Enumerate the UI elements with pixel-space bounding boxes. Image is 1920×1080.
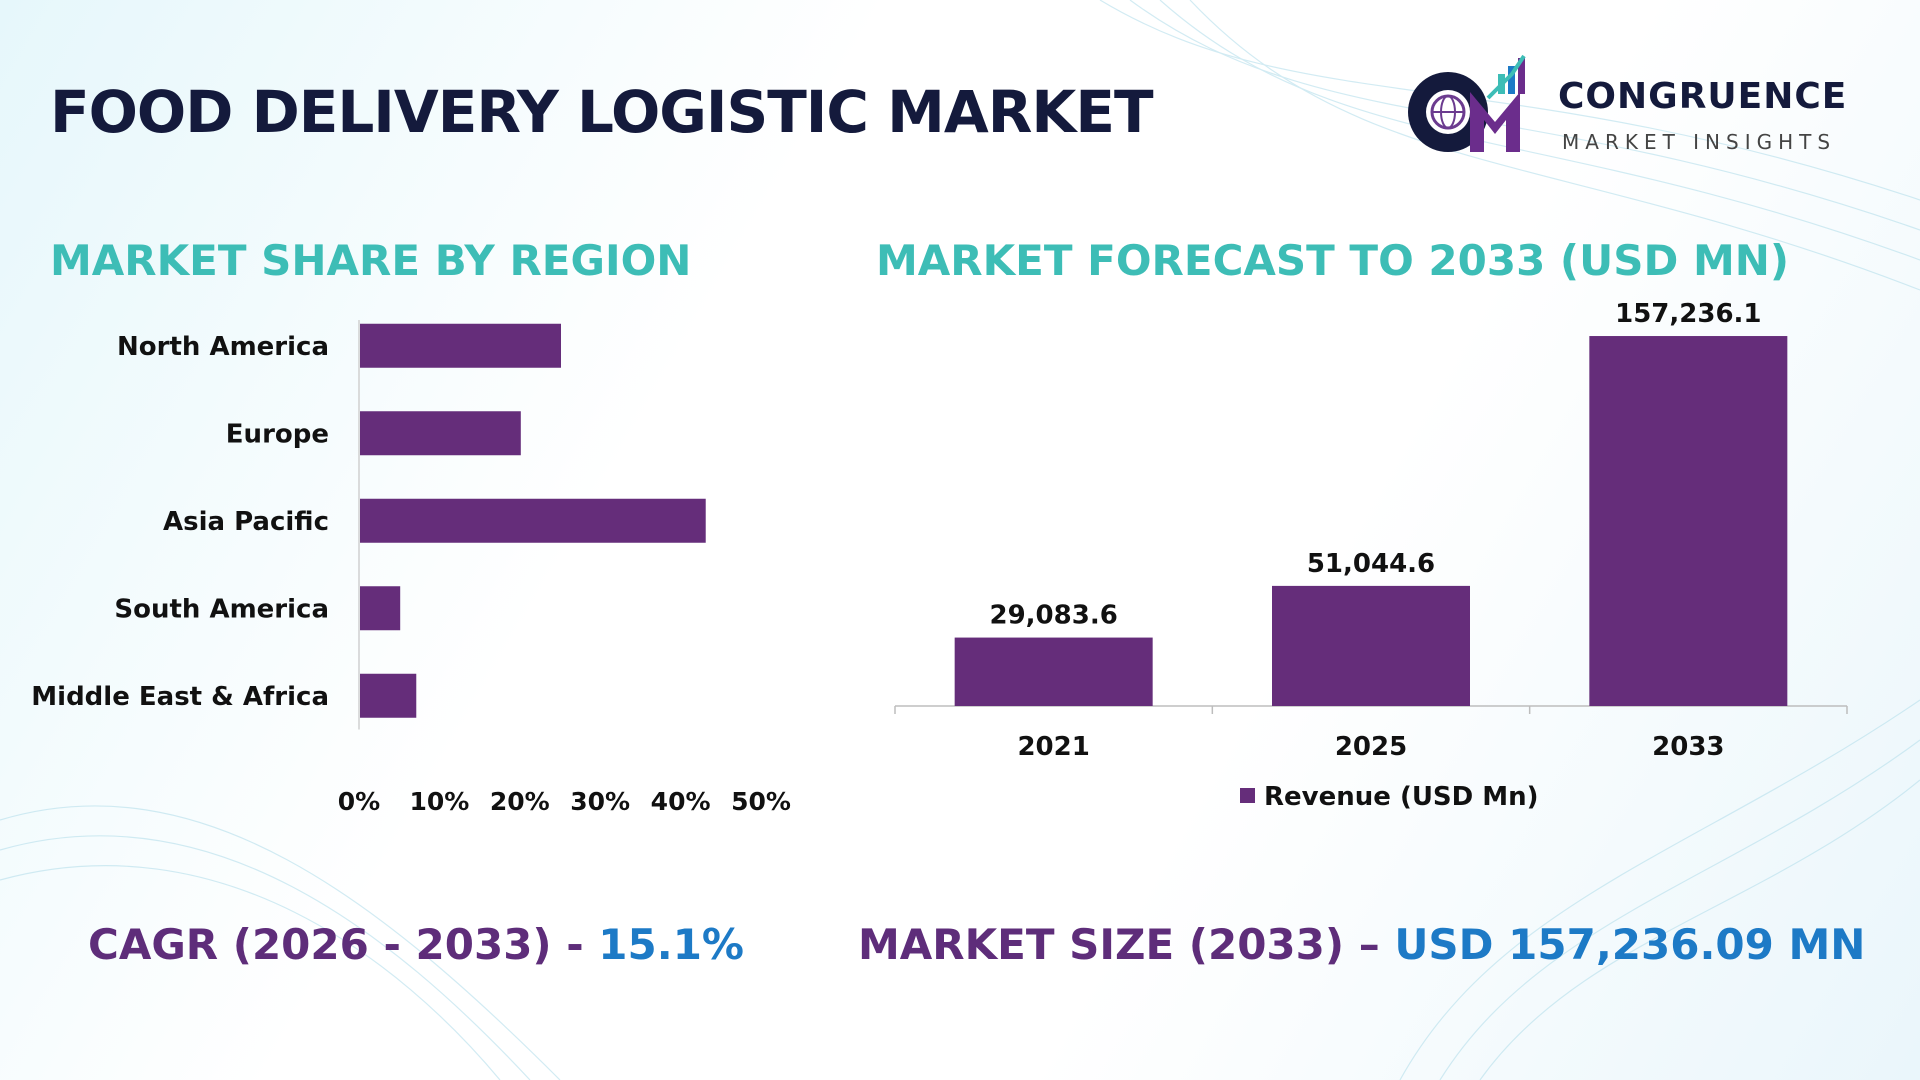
legend-label: Revenue (USD Mn) <box>1264 782 1539 812</box>
market-size-label: MARKET SIZE (2033) – <box>858 920 1395 969</box>
logo-subtitle: MARKET INSIGHTS <box>1562 130 1837 154</box>
category-label: South America <box>114 594 329 624</box>
x-tick-label: 2025 <box>1335 732 1407 762</box>
bar-south-america <box>360 586 401 631</box>
cagr-stat: CAGR (2026 - 2033) - 15.1% <box>88 920 744 969</box>
bar-middle-east-africa <box>360 673 417 718</box>
region-share-title: MARKET SHARE BY REGION <box>50 236 692 285</box>
forecast-title: MARKET FORECAST TO 2033 (USD MN) <box>876 236 1790 285</box>
page-title: FOOD DELIVERY LOGISTIC MARKET <box>50 78 1154 146</box>
x-tick-label: 10% <box>409 787 469 816</box>
cagr-label: CAGR (2026 - 2033) - <box>88 920 599 969</box>
cagr-value: 15.1% <box>598 920 745 969</box>
x-tick-label: 30% <box>570 787 630 816</box>
category-label: North America <box>117 332 329 362</box>
bar-north-america <box>360 323 561 368</box>
data-label: 51,044.6 <box>1307 549 1435 579</box>
x-tick-label: 40% <box>651 787 711 816</box>
category-label: Middle East & Africa <box>31 682 329 712</box>
category-label: Europe <box>226 419 329 449</box>
x-tick-label: 2021 <box>1017 732 1089 762</box>
x-tick-label: 2033 <box>1652 732 1724 762</box>
bar-asia-pacific <box>360 498 706 543</box>
data-label: 29,083.6 <box>990 601 1118 631</box>
brand-logo: CONGRUENCE MARKET INSIGHTS <box>1400 52 1880 162</box>
logo-mark-icon <box>1408 54 1526 152</box>
data-label: 157,236.1 <box>1615 299 1761 329</box>
legend-swatch <box>1240 788 1255 803</box>
x-tick-label: 0% <box>338 787 380 816</box>
bar-2021 <box>954 637 1153 706</box>
bar-2033 <box>1589 336 1788 706</box>
category-label: Asia Pacific <box>163 507 329 537</box>
bar-europe <box>360 411 521 456</box>
logo-name: CONGRUENCE <box>1558 76 1848 117</box>
bar-2025 <box>1272 585 1470 706</box>
x-tick-label: 50% <box>731 787 791 816</box>
x-tick-label: 20% <box>490 787 550 816</box>
market-size-value: USD 157,236.09 MN <box>1394 920 1866 969</box>
market-size-stat: MARKET SIZE (2033) – USD 157,236.09 MN <box>858 920 1865 969</box>
